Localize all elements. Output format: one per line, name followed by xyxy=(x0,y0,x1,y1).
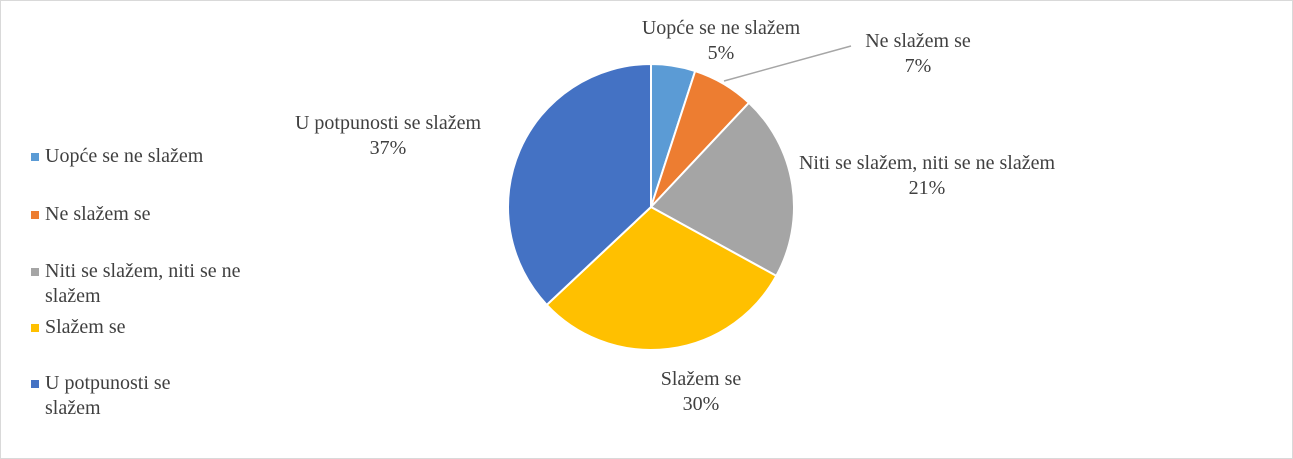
data-label-category: Slažem se xyxy=(660,368,742,390)
legend-swatch xyxy=(31,153,39,161)
data-label: Uopće se ne slažem 5% xyxy=(642,16,800,66)
data-label: U potpunosti se slažem 37% xyxy=(295,111,481,161)
data-label-category: Niti se slažem, niti se ne slažem xyxy=(798,152,1056,174)
legend-swatch xyxy=(31,380,39,388)
legend-label: U potpunosti se slažem xyxy=(45,372,171,419)
legend-entry: Uopće se ne slažem xyxy=(31,144,261,169)
legend-swatch xyxy=(31,268,39,276)
pie-slice xyxy=(545,205,778,351)
legend-label: Niti se slažem, niti se ne slažem xyxy=(45,260,241,307)
data-label-category: Uopće se ne slažem xyxy=(641,17,801,39)
legend-label: Ne slažem se xyxy=(45,203,151,225)
legend-label: Uopće se ne slažem xyxy=(45,145,204,167)
legend-entry: Ne slažem se xyxy=(31,202,261,227)
data-label-value: 7% xyxy=(904,55,932,77)
data-label: Niti se slažem, niti se ne slažem 21% xyxy=(797,151,1057,201)
data-label: Slažem se 30% xyxy=(661,367,742,417)
data-label-category: Ne slažem se xyxy=(865,30,971,52)
pie-slice xyxy=(507,62,652,307)
data-label-value: 21% xyxy=(908,177,946,199)
data-label-category: U potpunosti se slažem xyxy=(294,112,482,134)
data-label-value: 30% xyxy=(682,393,720,415)
data-label: Ne slažem se 7% xyxy=(865,29,971,79)
legend-label: Slažem se xyxy=(45,316,126,338)
legend-entry: Niti se slažem, niti se ne slažem xyxy=(31,259,261,309)
legend-entry: Slažem se xyxy=(31,315,261,340)
data-label-value: 37% xyxy=(369,137,407,159)
legend-swatch xyxy=(31,211,39,219)
leader-line xyxy=(723,45,852,82)
data-label-value: 5% xyxy=(707,42,735,64)
legend-entry: U potpunosti se slažem xyxy=(31,371,231,421)
pie-slice xyxy=(649,101,795,278)
legend-swatch xyxy=(31,324,39,332)
